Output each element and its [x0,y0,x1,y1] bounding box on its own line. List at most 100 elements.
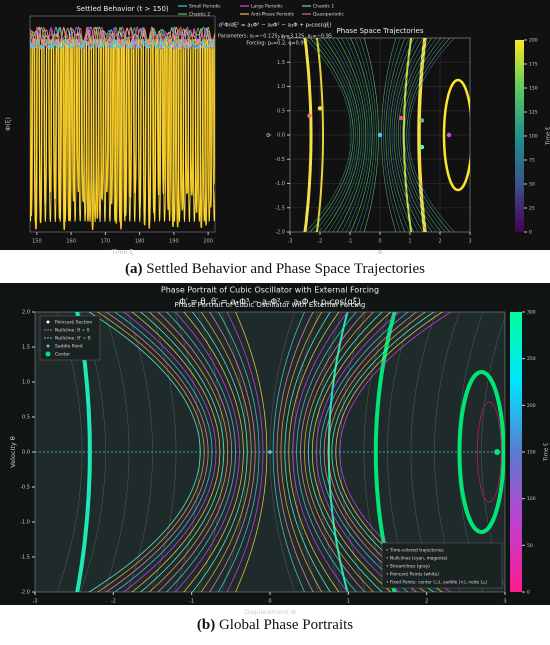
y-tick-label: -2.0 [275,230,285,236]
y-tick-label: -0.5 [20,485,30,491]
x-tick-label: 2 [438,239,441,245]
caption-text: Settled Behavior and Phase Space Traject… [146,261,425,277]
colorbar-tick-label: 175 [529,62,538,68]
colorbar-tick-label: 25 [529,206,535,212]
colorbar-tick-label: 100 [529,134,538,140]
legend-label: Small Periodic [189,4,221,10]
colorbar-tick-label: 200 [529,38,538,44]
note: • Time-colored trajectories [386,548,444,554]
equation: d²Φ/dξ² = a₁Φ³ − a₂Φ² − a₃Φ + p₀cos(qξ) [219,22,332,29]
legend-swatch [47,345,50,348]
poincare-dot [378,133,382,137]
forcing: Forcing: p₀=0.2, q=0.9 [246,41,303,47]
x-tick-label: 160 [66,239,76,245]
x-tick-label: 170 [101,239,111,245]
colorbar [510,312,522,592]
saddle-point [268,450,272,454]
y-tick-label: 1.5 [277,60,285,66]
x-tick-label: 1 [347,599,350,605]
y-tick-label: -1.5 [275,205,285,211]
y-axis-label: Velocity θ [9,436,17,468]
x-tick-label: 0 [378,239,381,245]
x-tick-label: 190 [169,239,179,245]
legend-label: Anti-Phase Periodic [251,12,295,18]
x-tick-label: 180 [135,239,145,245]
legend-label: Chaotic 2 [189,12,210,18]
colorbar-tick-label: 150 [527,450,536,456]
legend-label: Quasiperiodic [313,12,344,18]
subplot-title: Settled Behavior (t > 150) [76,5,169,13]
colorbar-tick-label: 250 [527,356,536,362]
note: • Nullclines (cyan, magenta) [386,556,448,562]
x-axis-label: Displacement Φ [244,608,296,616]
y-tick-label: 0.0 [277,133,285,139]
x-tick-label: -1 [348,239,353,245]
poincare-dot [307,113,311,117]
y-axis-label: Φ(ξ) [4,117,12,131]
x-tick-label: 3 [503,599,506,605]
colorbar-tick-label: 300 [527,310,536,316]
title: Phase Portrait of Cubic Oscillator with … [161,286,379,295]
x-tick-label: 200 [203,239,213,245]
colorbar-tick-label: 100 [527,496,536,502]
colorbar-label: Time ξ [546,127,550,146]
poincare-dot [420,118,424,122]
note: • Streamlines (gray) [386,564,430,570]
subplot-title: Phase Space Trajectories [336,27,423,35]
center-point [494,449,500,455]
legend-label: Large Periodic [251,4,283,10]
x-tick-label: -2 [111,599,116,605]
y-tick-label: 0.0 [22,450,30,456]
colorbar-tick-label: 125 [529,110,538,116]
colorbar-tick-label: 75 [529,158,535,164]
colorbar-tick-label: 50 [529,182,535,188]
colorbar-tick-label: 0 [527,590,530,596]
subplot-title: Phase Portrait of Cubic Oscillator with … [175,301,366,309]
x-tick-label: 1 [408,239,411,245]
y-tick-label: -1.0 [275,181,285,187]
legend-label: Nullcline: θ′ = 0 [55,336,91,342]
colorbar [515,40,524,232]
legend-label: Poincaré Section [55,319,92,326]
x-tick-label: 150 [32,239,42,245]
y-tick-label: -2.0 [20,590,30,596]
x-tick-label: 2 [425,599,428,605]
x-axis-label: Φ [377,248,382,256]
parameters: Parameters: a₁=−0.125, a₂=3.125, a₃=−0.9… [218,34,332,40]
x-tick-label: -1 [189,599,194,605]
poincare-dot [399,116,403,120]
caption-b: (b) Global Phase Portraits [197,617,353,633]
y-tick-label: -1.0 [20,520,30,526]
colorbar-label: Time ξ [544,443,550,462]
legend-label: Chaotic 1 [313,4,334,10]
legend-swatch [47,321,50,324]
y-tick-label: 0.5 [277,108,285,114]
legend-swatch [46,352,51,357]
caption-label: (b) [197,617,215,633]
y-tick-label: 1.5 [22,345,30,351]
y-tick-label: -0.5 [275,157,285,163]
legend: Poincaré Section Nullcline: θ = 0 Nullclin… [40,316,100,360]
x-tick-label: 0 [268,599,271,605]
y-tick-label: 2.0 [22,310,30,316]
note: • Poincaré Points (white) [386,571,439,578]
colorbar-tick-label: 50 [527,543,533,549]
x-axis-label: Time ξ [111,248,134,256]
legend-label: Nullcline: θ = 0 [55,328,90,334]
colorbar-tick-label: 150 [529,86,538,92]
legend-label: Center [55,352,70,358]
colorbar-tick-label: 200 [527,403,536,409]
caption-a: (a) Settled Behavior and Phase Space Tra… [125,261,425,277]
caption-label: (a) [125,261,143,277]
note: • Fixed Points: center (○), saddle (×), … [386,580,487,586]
x-tick-label: -3 [33,599,38,605]
poincare-dot [420,145,424,149]
y-tick-label: -1.5 [20,555,30,561]
x-tick-label: 3 [468,239,471,245]
poincare-dot [318,106,322,110]
y-tick-label: 1.0 [22,380,30,386]
caption-text: Global Phase Portraits [219,617,353,633]
y-tick-label: 0.5 [22,415,30,421]
